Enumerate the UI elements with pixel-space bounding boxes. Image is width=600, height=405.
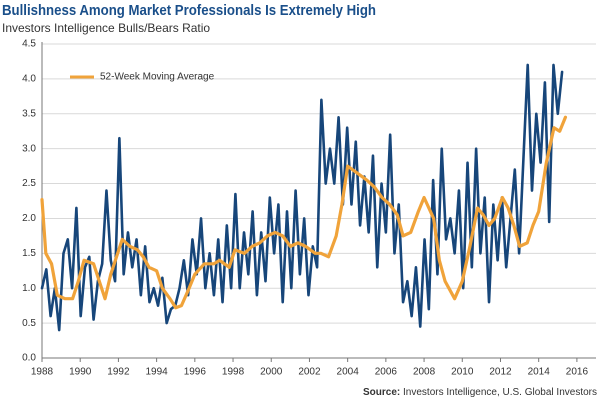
y-tick-label: 0.5 [22, 318, 36, 329]
x-tick-label: 2002 [298, 367, 321, 378]
x-tick-label: 1992 [107, 367, 130, 378]
y-tick-label: 3.0 [22, 143, 36, 154]
y-tick-label: 1.5 [22, 248, 36, 259]
x-tick-label: 2000 [260, 367, 283, 378]
x-tick-label: 1988 [31, 367, 54, 378]
legend-label: 52-Week Moving Average [100, 72, 215, 83]
x-tick-label: 2012 [489, 367, 512, 378]
chart-subtitle: Investors Intelligence Bulls/Bears Ratio [2, 21, 210, 35]
x-tick-label: 2008 [413, 367, 436, 378]
series-line [40, 115, 568, 310]
x-tick-label: 2010 [451, 367, 474, 378]
y-tick-label: 2.0 [22, 213, 36, 224]
chart-title: Bullishness Among Market Professionals I… [2, 2, 376, 19]
source-text: Investors Intelligence, U.S. Global Inve… [403, 387, 597, 398]
source-note: Source: Investors Intelligence, U.S. Glo… [363, 387, 597, 398]
x-tick-label: 2004 [337, 367, 360, 378]
x-tick-label: 1990 [69, 367, 92, 378]
plot-area [40, 63, 568, 332]
x-tick-label: 2014 [528, 367, 551, 378]
y-tick-label: 1.0 [22, 283, 36, 294]
legend: 52-Week Moving Average [70, 72, 215, 83]
y-tick-label: 2.5 [22, 178, 36, 189]
y-tick-label: 4.5 [22, 39, 36, 50]
source-label: Source: [363, 387, 400, 398]
y-tick-label: 4.0 [22, 74, 36, 85]
x-tick-label: 1996 [184, 367, 207, 378]
y-tick-label: 0.0 [22, 353, 36, 364]
x-tick-label: 1994 [145, 367, 168, 378]
y-tick-label: 3.5 [22, 108, 36, 119]
x-tick-label: 2006 [375, 367, 398, 378]
series-line [40, 63, 564, 332]
x-tick-label: 1998 [222, 367, 245, 378]
x-tick-label: 2016 [566, 367, 589, 378]
